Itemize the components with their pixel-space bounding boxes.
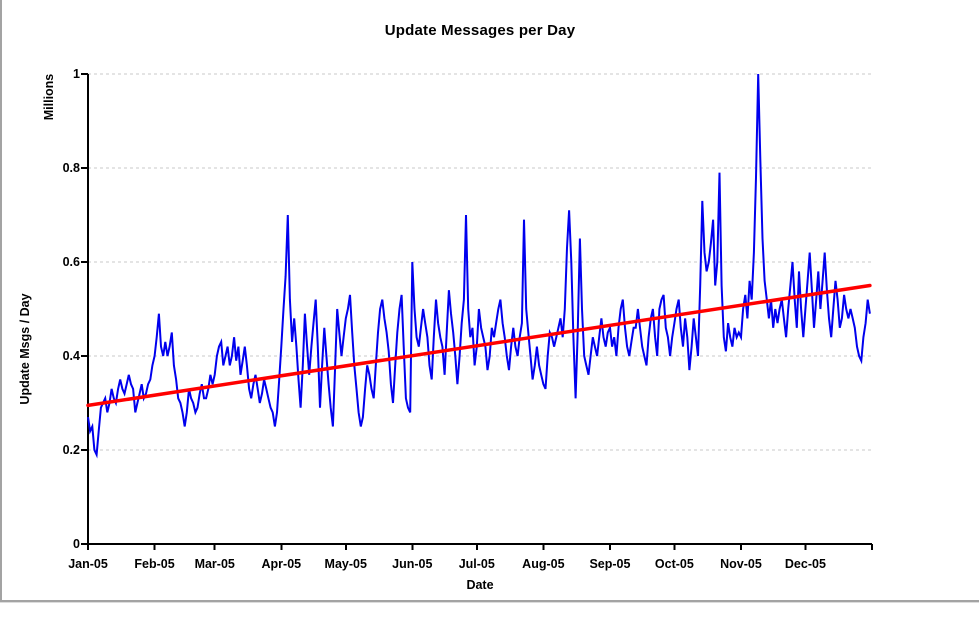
y-tick-label: 0.4 — [62, 349, 80, 363]
x-tick-label: Aug-05 — [522, 557, 565, 571]
y-tick-label: 0 — [73, 537, 80, 551]
x-tick-label: Sep-05 — [589, 557, 631, 571]
x-tick-label: May-05 — [324, 557, 367, 571]
y-tick-label: 1 — [73, 67, 80, 81]
x-tick-label: Jun-05 — [392, 557, 433, 571]
x-tick-label: Jul-05 — [458, 557, 495, 571]
x-tick-label: Mar-05 — [194, 557, 235, 571]
y-tick-label: 0.6 — [62, 255, 80, 269]
x-tick-label: Jan-05 — [68, 557, 108, 571]
x-tick-label: Feb-05 — [134, 557, 175, 571]
data-series-line — [87, 73, 871, 459]
x-tick-label: Apr-05 — [261, 557, 302, 571]
x-tick-label: Oct-05 — [654, 557, 694, 571]
panel-border-bottom — [0, 600, 979, 603]
x-tick-label: Nov-05 — [720, 557, 762, 571]
y-tick-label: 0.2 — [62, 443, 80, 457]
x-axis-title: Date — [466, 578, 494, 592]
chart-title: Update Messages per Day — [384, 22, 576, 39]
x-tick-label: Dec-05 — [784, 557, 826, 571]
trend-line — [86, 283, 872, 408]
y-tick-label: 0.8 — [62, 161, 80, 175]
panel-border-left — [0, 0, 2, 602]
